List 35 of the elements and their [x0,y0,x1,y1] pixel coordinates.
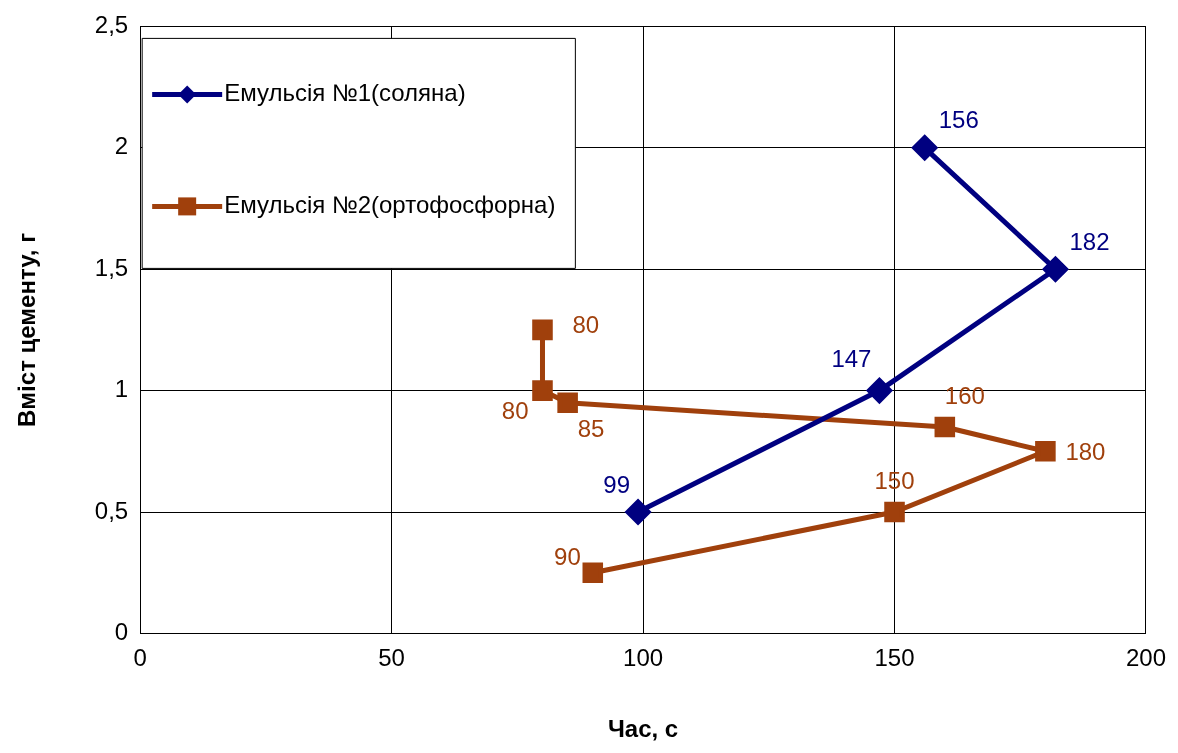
point [582,562,604,583]
y-tick-label: 2,5 [94,11,129,39]
x-tick-label: 200 [1125,644,1166,672]
point [912,135,938,161]
x-tick-label: 150 [874,644,915,672]
annotation: 80 [501,397,529,425]
point [934,416,956,438]
annotation: 180 [1065,437,1106,465]
annotation: 90 [554,543,581,571]
x-tick-label: 0 [133,644,147,672]
x-tick-label: 100 [623,644,664,672]
point [625,499,651,525]
point [866,378,892,404]
annotation: 147 [831,345,872,373]
point [1035,441,1056,462]
legend-label: Емульсія №1(соляна) [224,79,466,107]
point [557,392,578,414]
annotation: 85 [577,415,605,443]
point [1042,256,1068,282]
annotation: 182 [1069,227,1110,255]
y-tick-label: 2 [114,132,129,160]
x-axis-title: Час, с [607,715,679,743]
annotation: 99 [603,470,631,498]
point [532,319,553,341]
annotation: 80 [572,310,600,338]
point [532,380,553,401]
y-tick-label: 1,5 [94,253,129,281]
legend-label: Емульсія №2(ортофосфорна) [224,191,556,219]
annotation: 156 [938,106,979,134]
point [884,501,905,523]
y-tick-label: 1 [114,375,129,403]
y-axis-title: Вміст цементу, г [13,232,41,427]
y-tick-label: 0,5 [94,496,129,524]
x-tick-label: 50 [378,644,405,672]
y-tick-label: 0 [114,618,129,646]
